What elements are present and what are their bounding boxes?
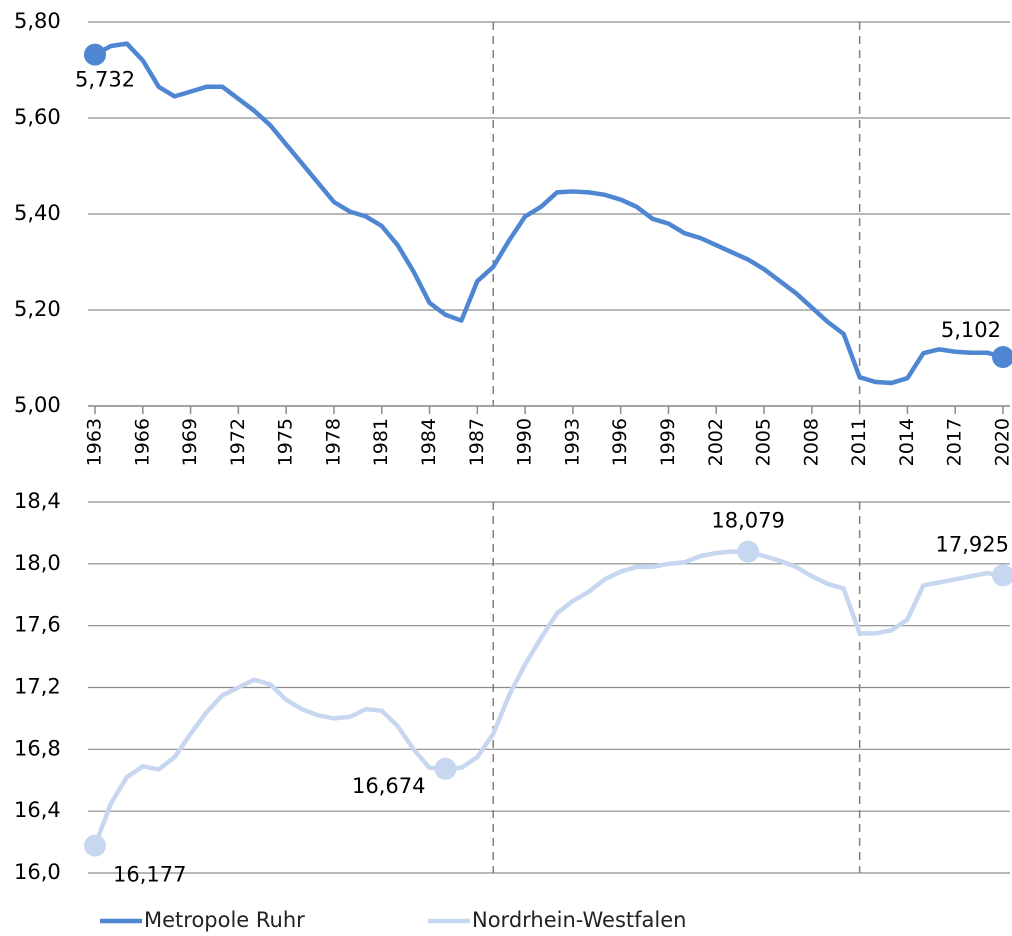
x-tick-label: 2011 <box>848 418 870 466</box>
x-tick-label: 2017 <box>944 418 966 466</box>
highlight-marker <box>737 540 760 563</box>
x-tick-label: 1984 <box>418 418 440 466</box>
series-line <box>92 549 1004 847</box>
x-tick-label: 1999 <box>657 418 679 466</box>
x-tick-label: 2008 <box>800 418 822 466</box>
legend-label: Nordrhein-Westfalen <box>472 908 686 932</box>
data-label: 18,079 <box>711 509 784 533</box>
highlight-marker <box>992 346 1012 369</box>
legend-label: Metropole Ruhr <box>144 908 305 932</box>
highlight-marker <box>434 757 457 780</box>
data-label: 5,102 <box>941 318 1001 342</box>
x-tick-label: 1978 <box>322 418 344 466</box>
x-tick-label: 2002 <box>705 418 727 466</box>
x-tick-label: 1993 <box>561 418 583 466</box>
y-tick-label: 5,40 <box>14 201 61 225</box>
x-tick-label: 1981 <box>370 418 392 466</box>
x-tick-label: 2020 <box>992 418 1012 466</box>
y-tick-label: 5,00 <box>14 393 61 417</box>
highlight-marker <box>992 564 1012 587</box>
x-tick-label: 1990 <box>514 418 536 466</box>
x-tick-label: 1987 <box>466 418 488 466</box>
y-tick-label: 18,4 <box>14 489 61 513</box>
x-tick-label: 1996 <box>609 418 631 466</box>
x-tick-label: 1969 <box>179 418 201 466</box>
x-tick-label: 1975 <box>275 418 297 466</box>
y-tick-label: 5,80 <box>14 9 61 33</box>
y-tick-label: 5,20 <box>14 297 61 321</box>
x-tick-label: 2005 <box>753 418 775 466</box>
data-label: 16,177 <box>113 863 186 887</box>
y-tick-label: 16,8 <box>14 736 61 760</box>
y-tick-label: 17,6 <box>14 613 61 637</box>
highlight-marker <box>84 43 106 66</box>
y-tick-label: 16,4 <box>14 798 61 822</box>
highlight-marker <box>84 834 106 857</box>
y-tick-label: 18,0 <box>14 551 61 575</box>
x-tick-label: 1963 <box>84 418 106 466</box>
series-line <box>93 41 1004 386</box>
x-tick-label: 2014 <box>896 418 918 466</box>
data-label: 5,732 <box>75 68 135 92</box>
y-tick-label: 17,2 <box>14 675 61 699</box>
y-tick-label: 5,60 <box>14 105 61 129</box>
data-label: 17,925 <box>936 532 1009 556</box>
x-tick-label: 1966 <box>131 418 153 466</box>
data-label: 16,674 <box>352 774 425 798</box>
y-tick-label: 16,0 <box>14 860 61 884</box>
x-tick-label: 1972 <box>227 418 249 466</box>
